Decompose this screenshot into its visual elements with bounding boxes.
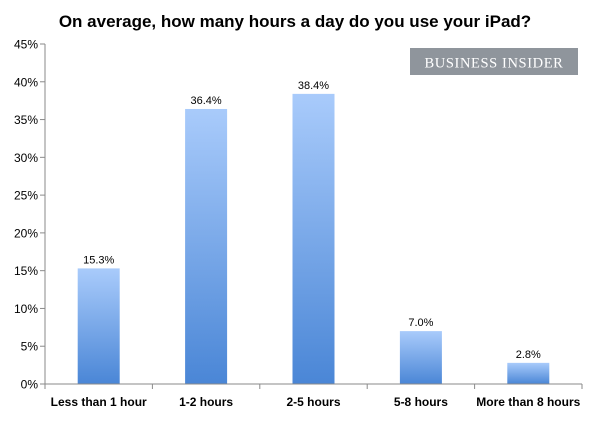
y-tick-label: 25% (14, 189, 38, 203)
y-tick-label: 45% (14, 38, 38, 52)
data-label: 36.4% (190, 95, 221, 107)
bar (185, 108, 228, 384)
watermark-text: BUSINESS INSIDER (425, 56, 564, 72)
y-tick-label: 15% (14, 264, 38, 278)
y-tick-label: 35% (14, 113, 38, 127)
data-label: 15.3% (83, 254, 114, 266)
bar (399, 331, 442, 384)
y-tick-label: 20% (14, 226, 38, 240)
x-tick-label: 2-5 hours (286, 395, 340, 409)
bar (77, 268, 120, 384)
data-label: 38.4% (298, 80, 329, 92)
y-axis: 0% 5% 10% 15% 20% 25% 30% 35% 40% 45% (14, 38, 46, 392)
watermark-background (410, 48, 578, 75)
bars: 15.3% 36.4% 38.4% 7.0% 2.8% (77, 80, 550, 384)
x-tick-label: 1-2 hours (179, 395, 233, 409)
x-tick-label: 5-8 hours (394, 395, 448, 409)
x-tick-label: Less than 1 hour (51, 395, 147, 409)
y-tick-label: 40% (14, 75, 38, 89)
business-insider-watermark: BUSINESS INSIDER (410, 48, 578, 75)
y-tick-label: 30% (14, 151, 38, 165)
chart-title: On average, how many hours a day do you … (59, 12, 531, 31)
y-tick-label: 10% (14, 302, 38, 316)
data-label: 2.8% (516, 349, 541, 361)
bar (507, 362, 550, 384)
bar (292, 93, 335, 384)
x-axis: Less than 1 hour 1-2 hours 2-5 hours 5-8 ho… (44, 383, 583, 409)
x-tick-label: More than 8 hours (476, 395, 580, 409)
y-tick-label: 5% (21, 340, 39, 354)
y-tick-label: 0% (21, 378, 39, 392)
data-label: 7.0% (408, 317, 433, 329)
